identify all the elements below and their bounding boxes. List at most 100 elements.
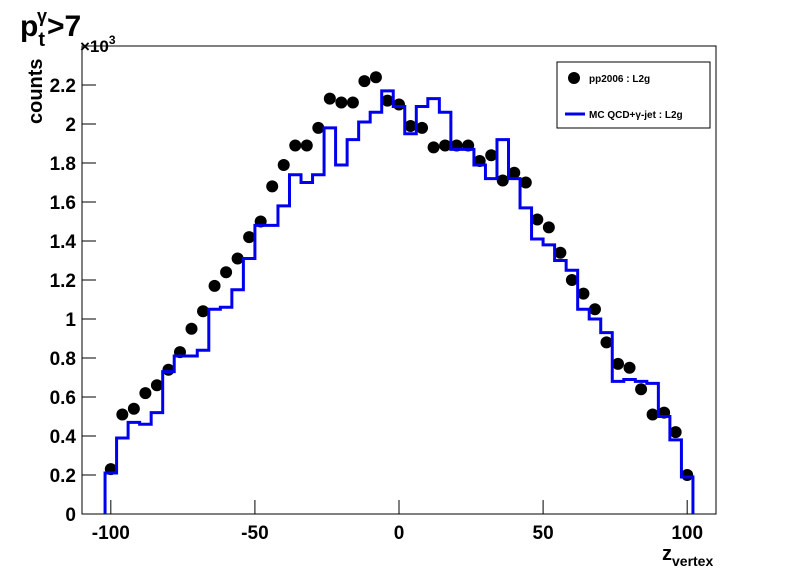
histogram-bin <box>266 225 278 514</box>
data-point <box>612 357 625 370</box>
data-point <box>416 121 429 134</box>
histogram-bin <box>647 383 659 514</box>
histogram-bin <box>474 165 486 514</box>
title-rest: >7 <box>47 10 81 43</box>
legend-label: pp2006 : L2g <box>589 74 650 85</box>
x-axis-title: zvertex <box>662 543 713 569</box>
data-point <box>669 426 682 439</box>
data-point <box>369 71 382 84</box>
histogram-bin <box>128 422 140 514</box>
histogram-bin <box>278 206 290 514</box>
x-tick-label: 50 <box>533 523 554 544</box>
y-tick-label: 1 <box>65 310 76 331</box>
data-point <box>635 383 648 396</box>
data-point <box>381 94 394 107</box>
data-point <box>508 166 521 179</box>
histogram-bin <box>462 149 474 514</box>
data-point <box>542 221 555 234</box>
histogram-bin <box>485 179 497 514</box>
histogram-bin <box>416 106 428 514</box>
data-point <box>139 387 152 400</box>
histogram-bin <box>497 140 509 514</box>
y-tick-label: 1.8 <box>50 154 76 175</box>
title-sub: t <box>38 29 45 51</box>
histogram-bin <box>336 165 348 514</box>
histogram-bin <box>601 333 613 514</box>
y-tick-label: 1.4 <box>50 232 77 253</box>
histogram-bin <box>117 438 129 514</box>
histogram-bin <box>393 106 405 514</box>
data-point <box>220 266 233 279</box>
data-point <box>231 252 244 265</box>
histogram-bin <box>543 245 555 514</box>
data-point <box>197 305 210 318</box>
data-point <box>554 246 567 259</box>
x-tick-label: -50 <box>241 523 268 544</box>
legend-label: MC QCD+γ-jet : L2g <box>589 110 683 121</box>
histogram-bin <box>428 99 440 514</box>
histogram-bin <box>370 112 382 514</box>
data-point <box>519 176 532 189</box>
y-tick-label: 0.2 <box>50 466 76 487</box>
histogram-bin <box>197 350 209 514</box>
histogram-bin <box>347 140 359 514</box>
data-point <box>565 274 578 286</box>
y-tick-label: 0.8 <box>50 349 76 370</box>
y-axis-title: counts <box>25 58 47 124</box>
data-point <box>300 139 313 152</box>
chart-title: ptγ>7 <box>20 6 81 51</box>
x-title-sub: vertex <box>672 553 713 569</box>
data-point <box>588 303 601 316</box>
y-tick-label: 0.4 <box>50 427 77 448</box>
histogram-bin <box>140 424 152 514</box>
data-point <box>346 96 359 109</box>
data-point <box>646 408 659 421</box>
histogram-bin <box>163 372 175 514</box>
x-title-base: z <box>662 543 672 565</box>
data-point <box>335 96 348 109</box>
legend-marker <box>568 72 580 84</box>
data-point <box>127 402 140 415</box>
data-point <box>600 336 613 349</box>
histogram-bin <box>243 259 255 514</box>
data-point <box>312 121 325 134</box>
histogram-bin <box>555 261 567 515</box>
histogram-bin <box>670 440 682 514</box>
data-point <box>266 180 279 193</box>
x-tick-label: 100 <box>671 523 703 544</box>
data-point <box>208 279 221 292</box>
title-base: p <box>20 10 38 43</box>
histogram-bin <box>589 319 601 514</box>
data-point <box>485 149 498 162</box>
legend-box <box>556 61 711 129</box>
x-tick-label: -100 <box>92 523 130 544</box>
histogram-bin <box>520 208 532 514</box>
data-point <box>243 231 256 244</box>
multiplier-sup: 3 <box>109 33 116 47</box>
histogram-bin <box>439 112 451 514</box>
histogram-bin <box>612 381 624 514</box>
histogram-bin <box>255 225 267 514</box>
histogram-bin <box>151 413 163 514</box>
y-tick-label: 2.2 <box>50 76 76 97</box>
data-point <box>323 92 336 105</box>
histogram-bin <box>532 239 544 514</box>
histogram-bin <box>635 381 647 514</box>
histogram-bin <box>313 175 325 514</box>
title-sup: γ <box>37 6 47 26</box>
data-point <box>185 322 198 335</box>
histogram-bin <box>289 175 301 514</box>
histogram-bin <box>658 417 670 515</box>
data-point <box>496 174 509 187</box>
histogram-bin <box>681 477 693 514</box>
histogram-bin <box>174 356 186 514</box>
histogram-bin <box>578 309 590 514</box>
histogram-bin <box>301 183 313 515</box>
histogram-bin <box>451 149 463 514</box>
y-tick-label: 0 <box>65 505 76 526</box>
histogram-bin <box>405 134 417 514</box>
histogram-bin <box>186 356 198 514</box>
data-point <box>116 408 129 421</box>
data-point <box>289 139 302 152</box>
